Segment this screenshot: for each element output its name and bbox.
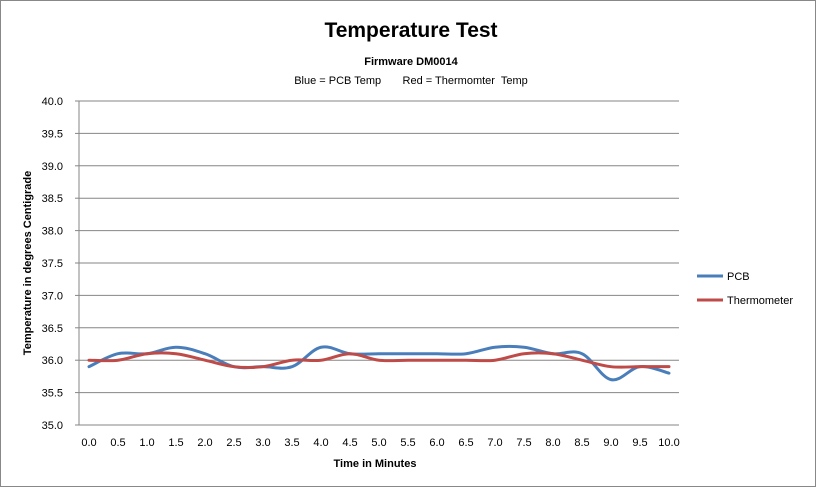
legend: PCB Thermometer bbox=[697, 271, 793, 307]
x-tick-label: 1.5 bbox=[168, 437, 183, 449]
y-tick-label: 36.5 bbox=[42, 323, 63, 335]
x-tick-label: 2.5 bbox=[226, 437, 241, 449]
series-line-pcb bbox=[87, 344, 671, 382]
x-tick-label: 7.0 bbox=[487, 437, 502, 449]
y-tick-label: 37.5 bbox=[42, 258, 63, 270]
y-tick-label: 37.0 bbox=[42, 290, 63, 302]
x-tick-label: 2.0 bbox=[197, 437, 212, 449]
x-tick-label: 4.5 bbox=[342, 437, 357, 449]
x-tick-label: 4.0 bbox=[313, 437, 328, 449]
x-axis-label: Time in Minutes bbox=[334, 458, 417, 470]
x-tick-label: 7.5 bbox=[516, 437, 531, 449]
x-tick-label: 9.0 bbox=[603, 437, 618, 449]
x-tick-label: 3.5 bbox=[284, 437, 299, 449]
x-tick-label: 6.5 bbox=[458, 437, 473, 449]
y-tick-label: 40.0 bbox=[42, 96, 63, 108]
chart-title: Temperature Test bbox=[324, 19, 497, 42]
gridlines bbox=[79, 100, 679, 394]
series-line-thermometer bbox=[87, 351, 671, 370]
chart-caption: Blue = PCB Temp Red = Thermomter Temp bbox=[294, 75, 528, 87]
x-tick-label: 0.5 bbox=[110, 437, 125, 449]
y-tick-label: 38.0 bbox=[42, 226, 63, 238]
y-tick-label: 35.0 bbox=[42, 420, 63, 432]
x-tick-label: 0.0 bbox=[81, 437, 96, 449]
y-tick-label: 39.5 bbox=[42, 128, 63, 140]
y-tick-label: 36.0 bbox=[42, 355, 63, 367]
y-tick-label: 39.0 bbox=[42, 161, 63, 173]
y-tick-labels: 35.0 35.5 36.0 36.5 37.0 37.5 38.0 38.5 39.0 39.5… bbox=[42, 96, 79, 432]
x-tick-label: 9.5 bbox=[632, 437, 647, 449]
chart-subtitle: Firmware DM0014 bbox=[364, 56, 458, 68]
legend-label-pcb: PCB bbox=[727, 271, 750, 283]
y-axis-label: Temperature in degrees Centigrade bbox=[22, 171, 34, 355]
x-tick-label: 1.0 bbox=[139, 437, 154, 449]
legend-label-thermometer: Thermometer bbox=[727, 295, 793, 307]
x-tick-label: 3.0 bbox=[255, 437, 270, 449]
y-tick-label: 35.5 bbox=[42, 388, 63, 400]
x-tick-label: 8.5 bbox=[574, 437, 589, 449]
x-tick-label: 8.0 bbox=[545, 437, 560, 449]
x-tick-label: 5.0 bbox=[371, 437, 386, 449]
series-lines bbox=[87, 344, 671, 382]
x-tick-label: 10.0 bbox=[658, 437, 679, 449]
x-tick-label: 6.0 bbox=[429, 437, 444, 449]
y-tick-label: 38.5 bbox=[42, 193, 63, 205]
x-tick-labels: 0.0 0.5 1.0 1.5 2.0 2.5 3.0 3.5 4.0 4.5 5.0 5.5 6.0 6… bbox=[81, 437, 679, 449]
x-tick-label: 5.5 bbox=[400, 437, 415, 449]
